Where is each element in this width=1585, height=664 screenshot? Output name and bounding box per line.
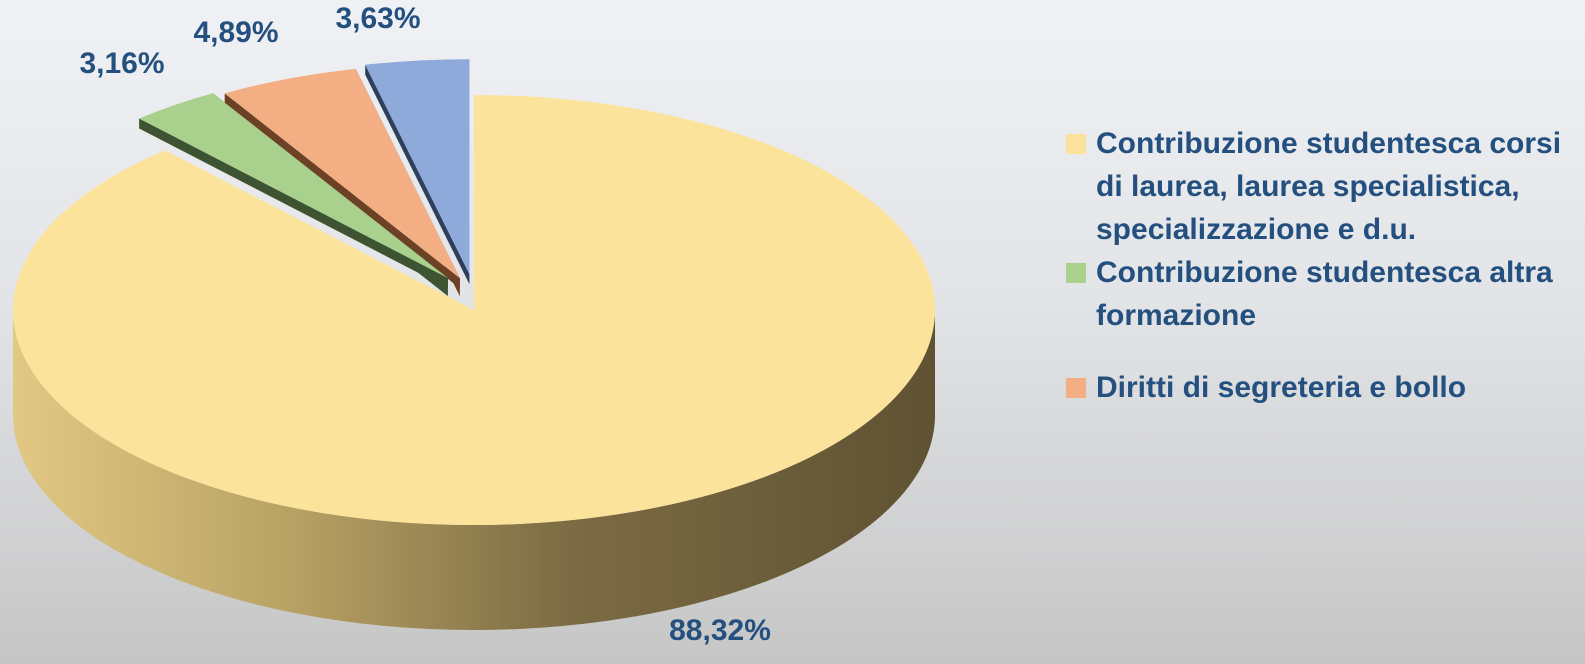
legend-label: Diritti di segreteria e bollo [1096, 371, 1467, 404]
legend-swatch-green [1066, 263, 1086, 283]
slice-label-3: 3,63% [335, 2, 420, 35]
legend-item-corsi-di-laurea: Contribuzione studentesca corsi di laure… [1066, 122, 1585, 251]
slice-wall-1 [139, 118, 448, 289]
slice-wall-2 [224, 93, 460, 289]
chart-legend: Contribuzione studentesca corsi di laure… [1066, 122, 1585, 409]
pie-slice-0 [12, 95, 935, 525]
legend-swatch-orange [1066, 378, 1086, 398]
pie-slice-3 [365, 59, 470, 275]
legend-item-diritti-segreteria: Diritti di segreteria e bollo [1066, 366, 1585, 409]
slice-wall-3 [365, 64, 470, 285]
slice-label-1: 3,16% [79, 47, 164, 80]
slice-side-0 [13, 310, 935, 630]
legend-item-altra-formazione: Contribuzione studentesca altra formazio… [1066, 251, 1585, 337]
pie-slice-2 [224, 68, 460, 279]
legend-swatch-yellow [1066, 134, 1086, 154]
legend-label: Contribuzione studentesca altra formazio… [1096, 256, 1553, 332]
slice-label-2: 4,89% [193, 16, 278, 49]
pie-slice-1 [139, 93, 448, 279]
legend-label: Contribuzione studentesca corsi di laure… [1096, 127, 1562, 246]
slice-label-0: 88,32% [669, 614, 771, 647]
